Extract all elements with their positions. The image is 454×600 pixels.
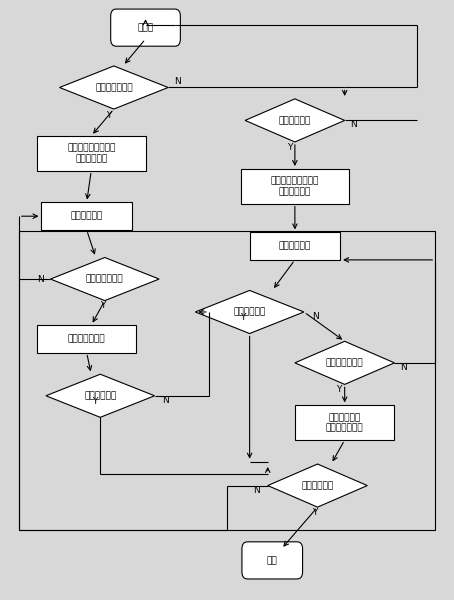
Text: 可控选择开关第一输
出端导通输出: 可控选择开关第一输 出端导通输出 [271, 176, 319, 196]
Text: 可控选择开关
第一输出端关断: 可控选择开关 第一输出端关断 [326, 413, 364, 433]
Text: 可控选择开关第二输
出端导通输出: 可控选择开关第二输 出端导通输出 [67, 143, 115, 163]
Text: 发动机是否急置: 发动机是否急置 [86, 275, 123, 284]
Text: Y: Y [92, 397, 98, 406]
Bar [241, 169, 349, 203]
Bar [250, 232, 340, 260]
Text: 是否定时开启: 是否定时开启 [279, 116, 311, 125]
Polygon shape [268, 464, 367, 507]
Polygon shape [295, 341, 395, 385]
Text: 发动机是否工作: 发动机是否工作 [95, 83, 133, 92]
Text: Y: Y [287, 143, 292, 152]
Text: N: N [174, 77, 181, 86]
Text: 发动机是否工作: 发动机是否工作 [326, 358, 364, 367]
Text: 初始化: 初始化 [138, 23, 153, 32]
Text: 虑域提升阀导通: 虑域提升阀导通 [68, 334, 105, 343]
Text: N: N [350, 120, 357, 129]
Polygon shape [195, 290, 304, 334]
Text: N: N [400, 362, 407, 371]
Text: 汽车空调工作: 汽车空调工作 [70, 212, 103, 221]
Text: N: N [253, 486, 260, 495]
Bar [19, 231, 435, 530]
Text: 结束: 结束 [267, 556, 278, 565]
Text: Y: Y [336, 385, 342, 394]
Polygon shape [245, 99, 345, 142]
FancyBboxPatch shape [111, 9, 180, 46]
Text: 是否关闭空调: 是否关闭空调 [301, 481, 334, 490]
Text: N: N [163, 396, 169, 405]
Text: Y: Y [106, 111, 111, 120]
FancyBboxPatch shape [242, 542, 302, 579]
Text: 空调系统启动: 空调系统启动 [279, 242, 311, 251]
Bar [37, 136, 146, 170]
Text: Y: Y [312, 508, 318, 517]
Bar [37, 325, 137, 353]
Polygon shape [50, 257, 159, 301]
Text: N: N [37, 275, 44, 284]
Polygon shape [59, 66, 168, 109]
Text: 温度是否合适: 温度是否合适 [84, 391, 116, 400]
Text: N: N [312, 312, 319, 321]
Bar [295, 406, 395, 440]
Bar [41, 202, 132, 230]
Text: 温度是否合适: 温度是否合适 [233, 307, 266, 316]
Polygon shape [46, 374, 154, 418]
Text: Y: Y [100, 301, 105, 310]
Text: Y: Y [240, 313, 246, 322]
